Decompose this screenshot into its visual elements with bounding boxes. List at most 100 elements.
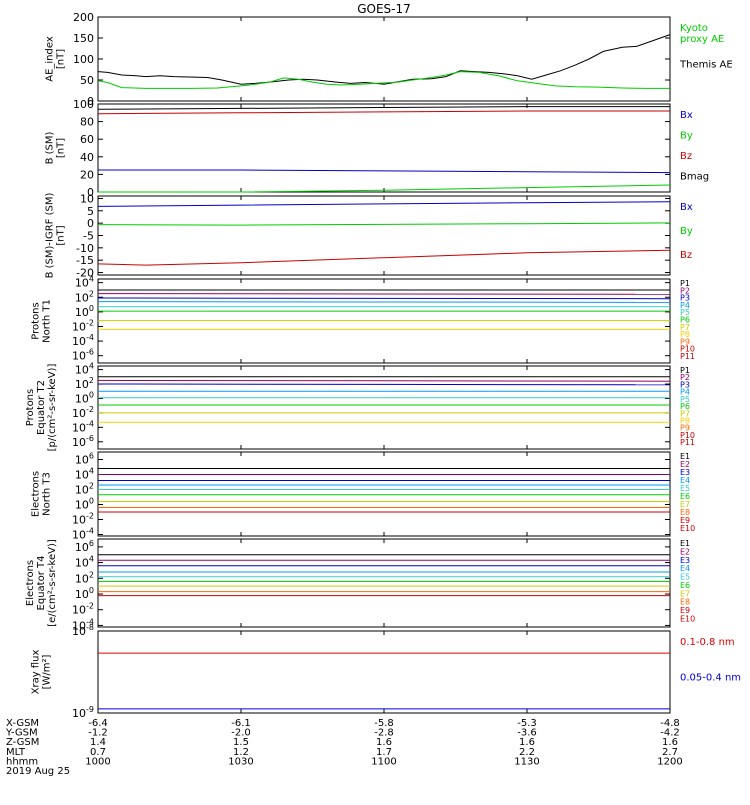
y-axis-label: ProtonsNorth T1	[31, 299, 53, 343]
y-tick-label: 10-4	[72, 333, 94, 348]
xaxis-row-label: hhmm	[6, 756, 38, 767]
xaxis-row-value: -4.8	[660, 718, 680, 729]
xaxis-row-value: 2.7	[662, 747, 678, 758]
y-tick-label: 10-2	[72, 318, 94, 333]
xaxis-row-value: 1.7	[376, 747, 392, 758]
legend-entry: P1	[680, 279, 690, 288]
y-axis-label: B (SM)[nT]	[45, 131, 67, 164]
legend-entry: Bx	[680, 202, 693, 213]
xaxis-row-value: 1130	[514, 756, 539, 767]
xaxis-row-value: -6.1	[231, 718, 251, 729]
legend-entry: E1	[680, 452, 690, 461]
panel-frame	[97, 195, 671, 276]
y-tick-label: 10-6	[72, 348, 94, 363]
y-tick-label: 10-4	[72, 617, 94, 632]
xaxis-row-value: 1.6	[376, 737, 392, 748]
xaxis-row-value: 1000	[85, 756, 110, 767]
y-tick-label: -10	[76, 242, 94, 255]
y-tick-label: 102	[75, 482, 94, 497]
legend-entry: E4	[680, 476, 690, 485]
xaxis-row-value: -6.4	[88, 718, 108, 729]
legend-entry: P7	[680, 323, 690, 332]
legend-entry: P6	[680, 316, 690, 325]
legend-entry: Bx	[680, 110, 693, 121]
y-tick-label: 104	[75, 555, 94, 570]
legend-entry: E2	[680, 460, 690, 469]
y-tick-label: 104	[75, 467, 94, 482]
series-line-bx	[98, 169, 671, 174]
xaxis-row-value: 2.2	[519, 747, 535, 758]
series-line-p2	[97, 293, 671, 295]
legend-entry: E10	[680, 614, 695, 623]
legend-entry: E7	[680, 500, 690, 509]
series-line-bz	[97, 110, 670, 115]
xaxis-row-label: Y-GSM	[5, 728, 38, 739]
panel-frame	[97, 538, 671, 628]
xaxis-row-value: -2.0	[231, 728, 251, 739]
legend-entry: Bz	[680, 151, 692, 162]
xaxis-row-value: 1.4	[90, 737, 106, 748]
y-tick-label: 104	[75, 275, 94, 290]
y-tick-label: 0	[87, 186, 94, 199]
legend-entry: P7	[680, 409, 690, 418]
y-tick-label: 20	[80, 168, 94, 181]
legend-entry: P2	[680, 373, 690, 382]
legend-entry: P4	[680, 301, 690, 310]
xaxis-row-value: -4.2	[660, 728, 680, 739]
plot-title: GOES-17	[357, 2, 411, 16]
y-tick-label: 10-4	[72, 527, 94, 542]
xaxis-row-value: 1.5	[233, 737, 249, 748]
xaxis-row-label: MLT	[6, 747, 26, 758]
y-tick-label: 200	[73, 11, 94, 24]
xaxis-row-value: -3.6	[517, 728, 537, 739]
y-tick-label: -20	[76, 267, 94, 280]
y-axis-label: ProtonsEquator T2[p/(cm²-s-sr-keV)]	[25, 364, 58, 452]
y-axis-label: ElectronsEquator T4[e/(cm²-s-sr-keV)]	[25, 539, 58, 627]
legend-entry: By	[680, 130, 693, 141]
legend-entry: P3	[680, 294, 690, 303]
legend-entry: E6	[680, 492, 690, 501]
legend-entry: P5	[680, 395, 690, 404]
panel-ae: 200 150 100 50 0 AE_index[nT] Kyoto proxy AE The…	[45, 11, 733, 108]
y-tick-label: 10-6	[72, 434, 94, 449]
legend-entry: P2	[680, 286, 690, 295]
y-tick-label: 0	[87, 95, 94, 108]
date-label: 2019 Aug 25	[6, 766, 70, 777]
series-line-p3	[97, 383, 671, 386]
legend-entry: P3	[680, 380, 690, 389]
xaxis-row-value: 1.2	[233, 747, 249, 758]
legend-entry: P1	[680, 366, 690, 375]
legend-entry: P8	[680, 417, 690, 426]
y-tick-label: 10	[80, 192, 94, 205]
series-line-bmag	[97, 106, 670, 110]
legend-entry: E5	[680, 573, 690, 582]
y-tick-label: 10-2	[72, 602, 94, 617]
xaxis-row-value: 1.6	[662, 737, 678, 748]
y-tick-label: 10-8	[72, 623, 94, 638]
legend-entry: E1	[680, 539, 690, 548]
y-tick-label: 100	[75, 586, 94, 601]
legend-entry: E5	[680, 484, 690, 493]
legend-entry: Bmag	[680, 171, 709, 182]
legend-entry: E7	[680, 589, 690, 598]
y-tick-label: 100	[73, 53, 94, 66]
legend-entry: Kyoto proxy AE	[680, 23, 724, 45]
panel-xray: 10-8 10-9 Xray flux[W/m²] 0.1-0.8 nm 0.05-0.…	[31, 623, 742, 720]
y-tick-label: 100	[75, 497, 94, 512]
y-axis-label: ElectronsNorth T3	[31, 471, 53, 517]
panel-frame	[97, 630, 671, 714]
legend-entry: E6	[680, 581, 690, 590]
y-tick-label: 102	[75, 376, 94, 391]
y-tick-label: 10-9	[72, 705, 94, 720]
legend-entry: E8	[680, 508, 690, 517]
xaxis-row-label: X-GSM	[6, 718, 39, 729]
y-tick-label: 100	[75, 304, 94, 319]
series-line-kyoto-proxy-ae	[97, 71, 670, 89]
legend-entry: E8	[680, 598, 690, 607]
y-axis-label: B (SM)-IGRF (SM)[nT]	[45, 193, 67, 279]
series-line-p3	[97, 297, 671, 300]
legend-entry: By	[680, 226, 693, 237]
